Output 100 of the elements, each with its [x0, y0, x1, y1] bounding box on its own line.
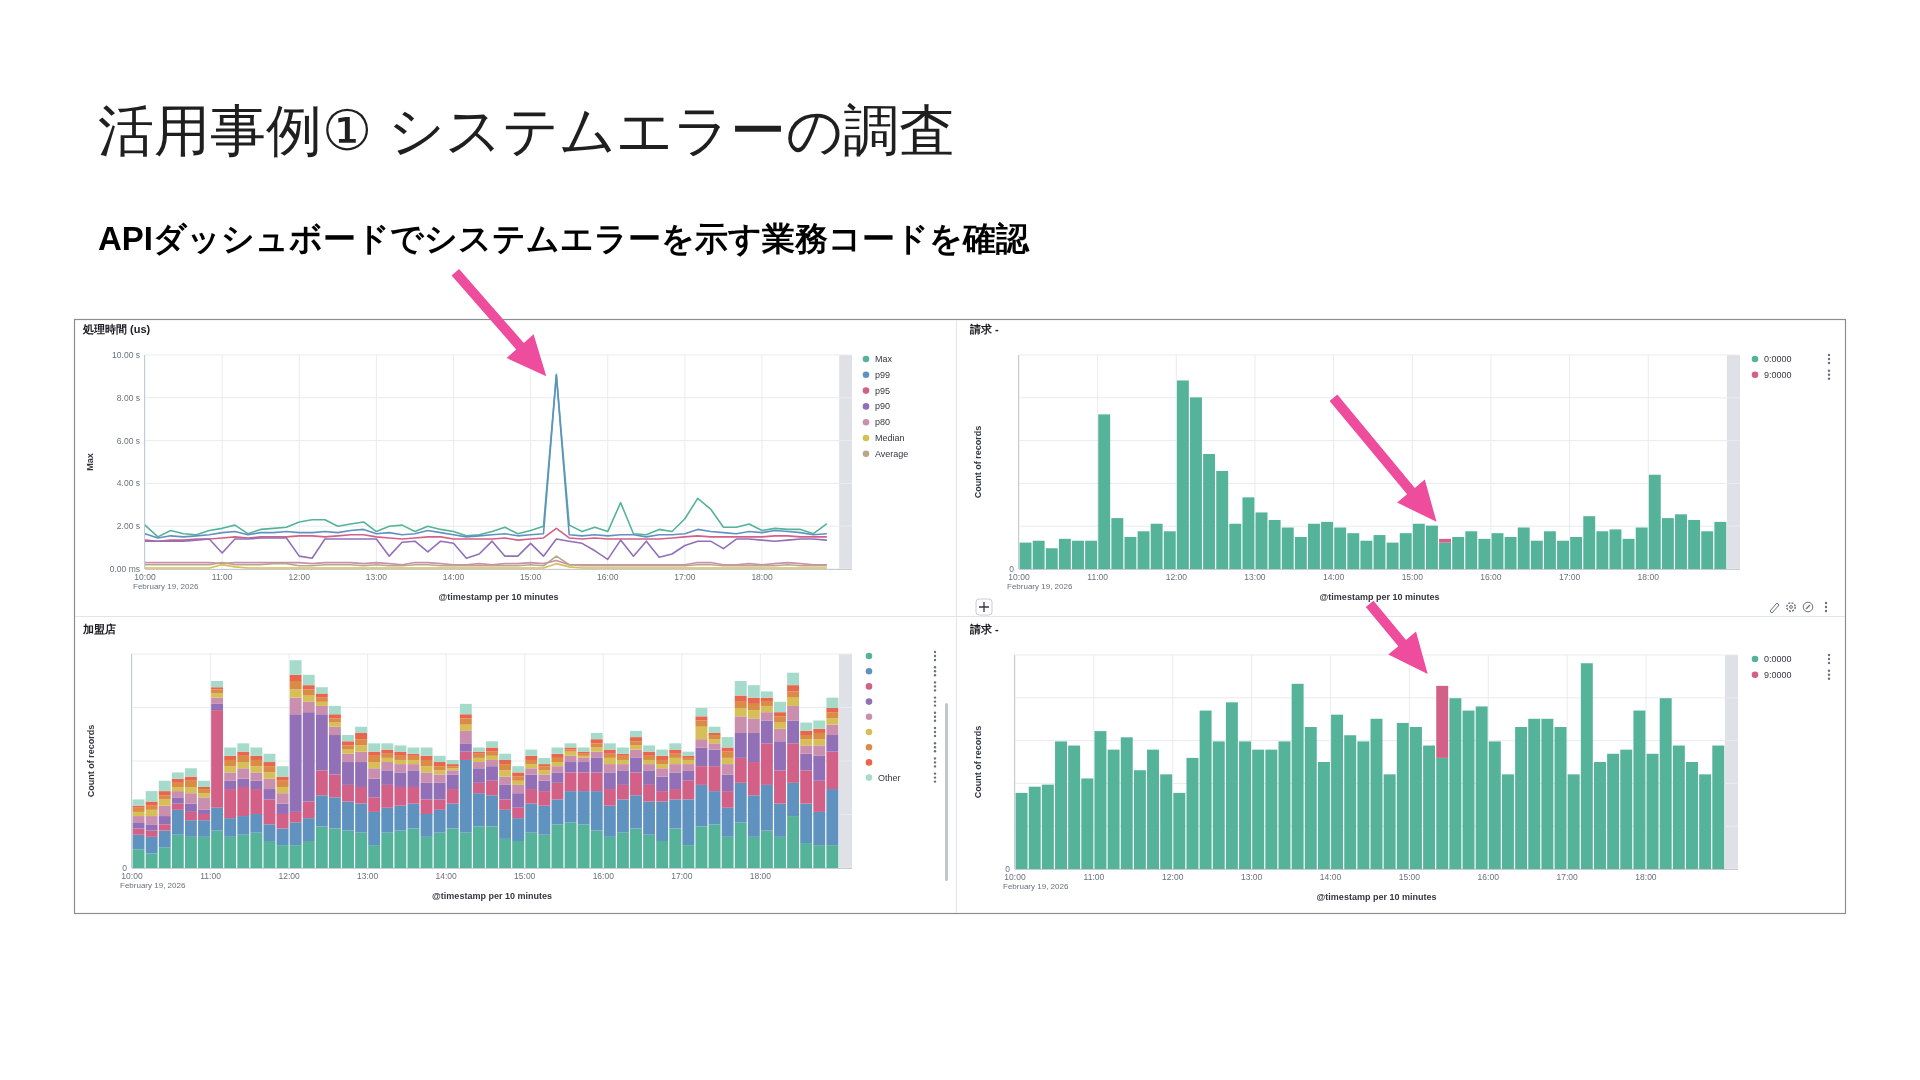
bar	[551, 753, 564, 758]
bar	[1462, 710, 1475, 869]
bar	[407, 786, 420, 804]
y-tick-label: 8.00 s	[116, 392, 140, 403]
bar	[407, 828, 420, 868]
bar	[538, 766, 551, 771]
bar	[302, 674, 315, 686]
bar	[276, 793, 289, 804]
x-tick-label: 10:00	[121, 871, 143, 881]
bar	[721, 757, 734, 765]
y-tick-label: 0.00 ms	[109, 564, 140, 574]
bar	[669, 749, 682, 754]
bar	[211, 689, 224, 694]
text: 活用事例① システムエラーの調査	[98, 99, 955, 162]
x-tick-label: 14:00	[435, 871, 458, 881]
y-axis-title: Count of records	[973, 725, 983, 799]
bar	[342, 745, 354, 750]
bar	[721, 751, 734, 758]
bar	[315, 697, 328, 702]
bar	[263, 762, 276, 767]
legend-label: 9:0000	[1764, 369, 1792, 380]
bar	[525, 768, 538, 775]
bar	[211, 703, 224, 711]
bar	[486, 741, 498, 748]
bar	[211, 693, 224, 698]
bar	[132, 811, 145, 817]
bar	[538, 770, 551, 775]
x-tick-label: 16:00	[597, 572, 619, 582]
x-tick-label: 16:00	[1480, 572, 1502, 582]
bar	[1255, 512, 1268, 569]
bar	[721, 764, 734, 775]
bar	[407, 755, 420, 760]
x-tick-label: 17:00	[1556, 872, 1579, 882]
bar	[446, 770, 459, 775]
text: February 19, 2026	[133, 582, 199, 591]
bar	[132, 822, 145, 829]
y-axis-title: Max	[85, 453, 95, 471]
bar	[486, 747, 498, 752]
bar	[171, 803, 184, 810]
bar	[643, 759, 656, 765]
x-tick-label: 12:00	[288, 572, 311, 582]
bar	[590, 751, 603, 758]
bar	[224, 755, 237, 760]
x-tick-label: 17:00	[1558, 572, 1581, 582]
x-tick-label: 15:00	[1398, 872, 1421, 882]
bar	[420, 836, 433, 868]
bar	[708, 766, 721, 792]
bar	[355, 739, 368, 746]
bar	[328, 714, 341, 719]
bar	[289, 674, 302, 682]
bar	[721, 747, 734, 752]
bar	[590, 739, 603, 744]
bar	[302, 685, 315, 690]
bar	[774, 712, 786, 717]
bar	[564, 743, 577, 748]
bar	[669, 743, 682, 750]
chart-title: 請求 -	[969, 623, 1000, 635]
bar	[538, 774, 551, 781]
bar	[263, 824, 276, 841]
bar	[787, 697, 800, 706]
bar	[420, 813, 433, 837]
bar	[158, 824, 171, 831]
bar	[656, 764, 669, 769]
bar	[630, 737, 642, 742]
bar	[276, 766, 289, 777]
bar	[499, 764, 512, 771]
bar	[158, 795, 171, 800]
bar	[237, 751, 250, 756]
bar	[459, 718, 472, 725]
bar	[1137, 531, 1150, 569]
x-axis-title: @timestamp per 10 minutes	[1316, 892, 1437, 902]
bar	[708, 739, 721, 744]
bar	[538, 757, 551, 765]
x-tick-label: 18:00	[1637, 572, 1660, 582]
bar	[695, 716, 708, 721]
bar	[1609, 529, 1622, 569]
chart-title: 請求 -	[969, 323, 1000, 335]
bar	[211, 687, 224, 690]
bar	[289, 660, 302, 675]
bar	[826, 712, 839, 719]
bar	[826, 718, 839, 725]
bar	[525, 749, 538, 756]
bar	[787, 705, 800, 721]
bar	[551, 799, 564, 825]
bar	[198, 786, 210, 790]
line-series	[144, 527, 828, 542]
bar	[656, 759, 669, 765]
bar	[263, 799, 276, 825]
x-tick-label: 10:00	[1004, 872, 1026, 882]
bar	[158, 816, 171, 825]
bar	[656, 755, 669, 760]
bar	[577, 757, 590, 763]
line-series	[144, 537, 828, 561]
x-tick-label: 13:00	[1240, 872, 1263, 882]
bar	[564, 791, 577, 823]
bar	[158, 791, 171, 796]
bar	[420, 747, 433, 756]
bar	[551, 772, 564, 783]
bar	[643, 755, 656, 760]
bar	[1439, 538, 1451, 543]
